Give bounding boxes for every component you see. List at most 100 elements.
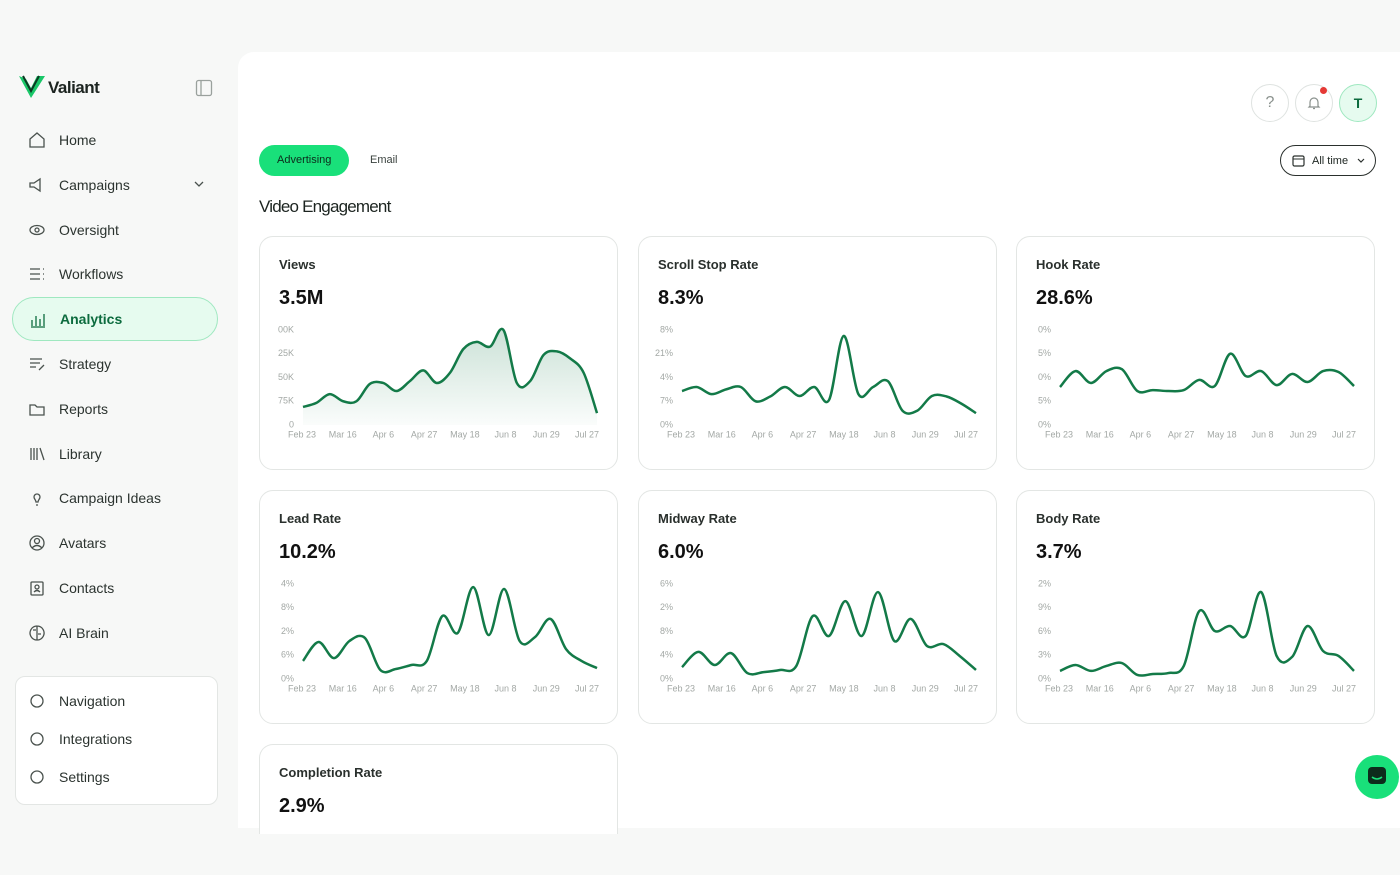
y-tick-label: 2% [281, 626, 294, 636]
nav-item[interactable]: Workflows [12, 252, 218, 296]
tab[interactable]: Email [370, 154, 398, 166]
nav-item[interactable]: Campaigns [12, 163, 218, 207]
x-tick-label: Apr 27 [411, 683, 438, 693]
section-title: Video Engagement [259, 197, 391, 216]
icon-shape [31, 545, 43, 549]
y-tick-label: 21% [655, 348, 673, 358]
tab[interactable]: Advertising [259, 145, 350, 176]
metric-card: Midway Rate 6.0% 6% 2% 8% 4% 0% Feb 23 Mar 16 Apr… [638, 490, 997, 724]
nav-label: Strategy [59, 356, 112, 372]
y-tick-label: 25K [278, 348, 294, 358]
nav-item[interactable]: Home [12, 118, 218, 162]
card-value: 10.2% [279, 541, 336, 563]
chat-button[interactable] [1355, 755, 1399, 799]
card-title: Completion Rate [279, 765, 383, 780]
card-value: 3.5M [279, 287, 324, 309]
card-title: Views [279, 257, 316, 272]
y-tick-label: 6% [281, 650, 294, 660]
x-tick-label: Jun 29 [1290, 683, 1317, 693]
y-tick-label: 0% [1038, 419, 1051, 429]
avatar[interactable]: T [1339, 84, 1377, 122]
chevron [194, 181, 204, 187]
x-tick-label: Apr 27 [790, 429, 817, 439]
nav-item[interactable]: Library [12, 432, 218, 476]
nav-item[interactable]: Reports [12, 387, 218, 431]
icon-shape [29, 625, 45, 641]
line [1059, 590, 1355, 677]
y-tick-label: 4% [660, 372, 673, 382]
y-tick-label: 4% [660, 650, 673, 660]
x-tick-label: Jun 8 [874, 683, 896, 693]
line [681, 590, 977, 676]
chart: 0%5%0%5%0%Feb 23 Mar 16 Apr 6 Apr 27 May 18 J… [1038, 324, 1356, 439]
x-tick-label: Apr 6 [373, 683, 395, 693]
nav-label: Library [59, 445, 102, 462]
x-tick-label: Jul 27 [954, 683, 978, 693]
icon-shape [30, 770, 44, 784]
nav-item[interactable]: Strategy [12, 342, 218, 386]
nav-item[interactable]: Campaign Ideas [12, 476, 218, 520]
nav-label: Campaign Ideas [59, 490, 161, 507]
icon-shape [34, 584, 40, 590]
x-tick-label: Jun 29 [912, 429, 939, 439]
nav-icon [29, 177, 41, 193]
x-tick-label: Apr 6 [1130, 429, 1152, 439]
y-tick-label: 0% [660, 419, 673, 429]
nav-item[interactable]: Analytics [12, 297, 218, 342]
x-tick-label: Jul 27 [1332, 683, 1356, 693]
chart: 4% 8% 2% 6% 0%Feb 23 Mar 16 Apr 6 Apr 27 May 18 J… [281, 578, 599, 693]
card-value: 2.9% [279, 795, 325, 817]
date-filter[interactable]: All time [1280, 145, 1376, 176]
line [1059, 352, 1355, 394]
help-button[interactable]: ? [1251, 84, 1289, 122]
x-tick-label: Apr 27 [1168, 683, 1195, 693]
card-value: 6.0% [658, 541, 704, 563]
bell-icon [1307, 97, 1321, 110]
x-tick-label: Jun 8 [495, 429, 517, 439]
icon-shape [30, 447, 45, 460]
nav-icon [30, 268, 44, 281]
y-tick-label: 8% [281, 602, 294, 612]
nav-label: Avatars [59, 535, 107, 552]
chevron [1357, 158, 1365, 163]
nav-item[interactable]: Settings [12, 755, 218, 799]
nav-item[interactable]: Contacts [12, 566, 218, 610]
x-tick-label: Jun 8 [495, 683, 517, 693]
icon-shape [33, 589, 41, 593]
icon-shape [29, 132, 45, 148]
x-tick-label: Mar 16 [329, 683, 357, 693]
icon-shape [31, 314, 45, 328]
y-tick-label: 2% [1038, 578, 1051, 588]
x-tick-label: Feb 23 [667, 683, 695, 693]
brand: Valiant [48, 78, 100, 97]
nav-label: Integrations [59, 731, 133, 747]
nav-item[interactable]: Oversight [12, 208, 218, 252]
y-tick-label: 8% [660, 626, 673, 636]
icon-shape [30, 581, 44, 596]
y-tick-label: 0% [1038, 673, 1051, 683]
x-tick-label: Apr 27 [411, 429, 438, 439]
footer-nav-box [15, 676, 218, 805]
y-tick-label: 0% [1038, 372, 1051, 382]
nav-icon [30, 358, 45, 371]
x-tick-label: Apr 27 [790, 683, 817, 693]
nav-item[interactable]: AI Brain [12, 611, 218, 655]
nav-label: Oversight [59, 221, 119, 238]
nav-item[interactable]: Integrations [12, 717, 218, 761]
card-title: Midway Rate [658, 511, 737, 526]
collapse-button[interactable] [195, 79, 213, 97]
nav-icon [29, 132, 45, 148]
notifications-button[interactable] [1295, 84, 1333, 122]
nav-icon [30, 447, 45, 460]
x-tick-label: Mar 16 [1086, 683, 1114, 693]
icon-shape [29, 535, 45, 551]
y-tick-label: 4% [281, 578, 294, 588]
nav-icon [29, 404, 45, 416]
nav-item[interactable]: Avatars [12, 521, 218, 565]
y-tick-label: 0% [1038, 324, 1051, 334]
nav-label: Workflows [59, 266, 124, 283]
nav-item[interactable]: Navigation [12, 679, 218, 723]
x-tick-label: Jul 27 [575, 429, 599, 439]
x-tick-label: Jun 29 [912, 683, 939, 693]
